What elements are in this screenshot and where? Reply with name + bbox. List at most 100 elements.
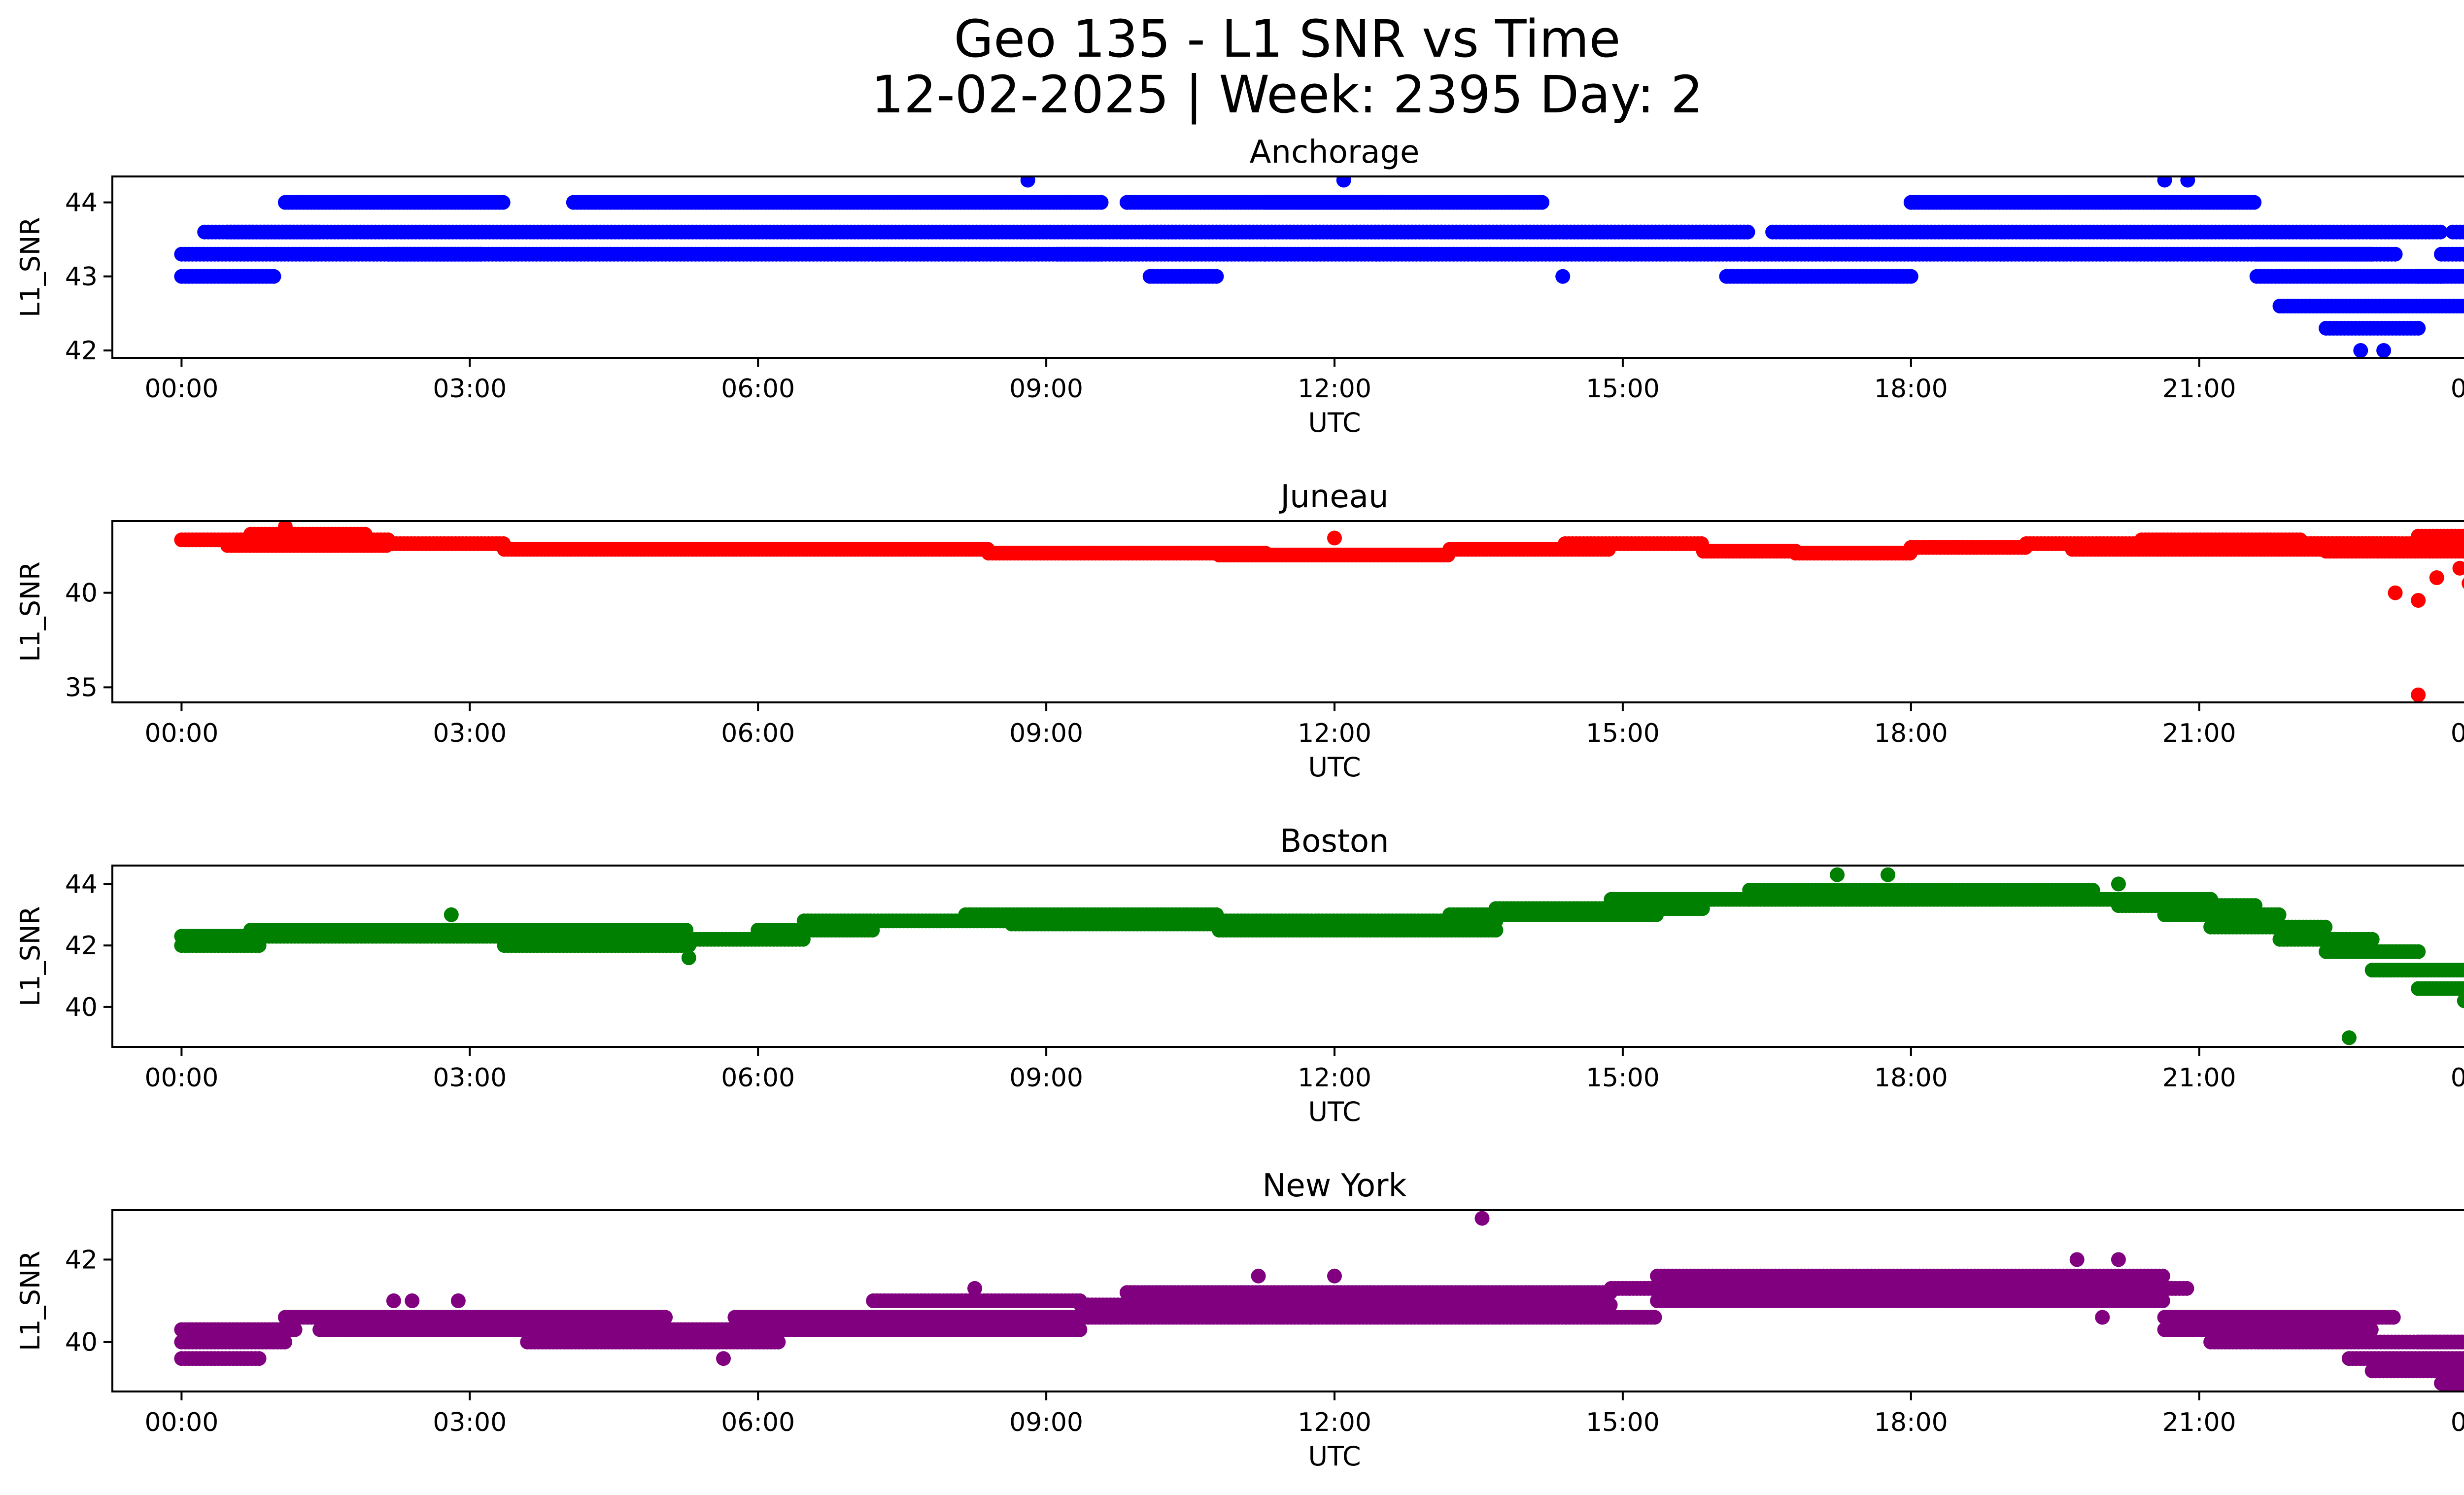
data-point [2459,981,2464,996]
x-tick-label: 03:00 [433,374,507,404]
data-point [1535,195,1550,210]
data-point [266,269,281,284]
figure-title-line1: Geo 135 - L1 SNR vs Time [954,9,1620,69]
data-point [2388,585,2403,600]
x-tick-label: 00:00 [144,374,218,404]
data-point [2457,963,2464,978]
data-point [2429,570,2444,585]
data-point [1336,176,1351,188]
data-point [2463,272,2464,281]
data-point [1555,269,1571,284]
x-axis-label: UTC [1308,752,1361,783]
data-point [2271,907,2287,922]
x-tick-label: 09:00 [1009,374,1083,404]
data-point [771,1334,786,1350]
data-point [1209,269,1224,284]
y-tick-label: 35 [65,673,98,702]
data-point [2452,560,2464,576]
data-point [2433,224,2448,240]
x-tick-label: 18:00 [1874,374,1948,404]
x-tick-label: 21:00 [2162,719,2236,748]
data-point [2460,225,2464,239]
panel-title: New York [1262,1168,1406,1204]
data-point [1327,530,1342,546]
x-tick-label: 18:00 [1874,719,1948,748]
data-point [287,1322,303,1337]
data-point [2341,1030,2357,1045]
data-point [2353,343,2368,358]
y-axis-label: L1_SNR [15,906,46,1007]
y-tick-label: 42 [65,336,98,366]
data-point [2364,932,2380,947]
x-tick-label: 21:00 [2162,1063,2236,1093]
data-point [1020,176,1035,188]
data-point [2157,176,2172,188]
panel-juneau: Juneau 00:00 03:00 06:00 09:00 12:00 15:00 18:0… [15,479,2464,783]
data-point [251,1351,267,1366]
x-tick-label: 15:00 [1586,374,1660,404]
data-point [2463,531,2464,541]
data-point [1094,195,1109,210]
data-point [2461,994,2464,1007]
panels: Anchorage 00:00 03:00 06:00 09:00 12:00 15:00 1… [15,134,2464,1472]
data-point [2388,246,2403,262]
y-axis-label: L1_SNR [15,217,46,317]
y-tick-label: 44 [65,869,98,899]
data-point [2180,176,2195,188]
data-point [2459,529,2464,543]
data-point [658,1310,673,1325]
x-tick-label: 06:00 [721,719,795,748]
y-tick-label: 40 [65,579,98,608]
y-tick-label: 44 [65,188,98,218]
data-point [277,521,293,534]
x-tick-label: 00:00 [2451,719,2464,748]
data-points [174,867,2464,1045]
x-tick-label: 03:00 [433,719,507,748]
x-tick-label: 00:00 [2451,1063,2464,1093]
data-point [2411,320,2426,336]
x-tick-label: 21:00 [2162,374,2236,404]
data-point [2111,876,2126,892]
data-point [2363,246,2379,262]
x-axis-label: UTC [1308,407,1361,438]
x-tick-label: 15:00 [1586,719,1660,748]
x-tick-label: 12:00 [1298,374,1371,404]
data-point [2462,578,2464,589]
x-tick-label: 18:00 [1874,1063,1948,1093]
data-point [357,526,373,542]
x-tick-label: 06:00 [721,1063,795,1093]
data-point [2318,919,2333,935]
x-tick-label: 00:00 [144,1063,218,1093]
data-point [2247,195,2262,210]
data-point [495,195,511,210]
x-tick-label: 06:00 [721,374,795,404]
panel-title: Boston [1280,823,1389,860]
x-axis-label: UTC [1308,1096,1361,1127]
panel-anchorage: Anchorage 00:00 03:00 06:00 09:00 12:00 15:00 1… [15,134,2464,438]
data-point [2376,343,2392,358]
data-points [174,521,2464,702]
x-tick-label: 12:00 [1298,719,1371,748]
data-point [2455,544,2464,559]
x-tick-label: 09:00 [1009,1063,1083,1093]
x-tick-label: 00:00 [144,719,218,748]
y-axis-label: L1_SNR [15,561,46,662]
data-point [1740,224,1755,240]
y-tick-label: 40 [65,993,98,1022]
data-point [277,1334,292,1350]
data-point [2463,984,2464,993]
data-points [174,176,2464,358]
y-tick-label: 43 [65,262,98,292]
data-point [1903,269,1918,284]
y-tick-label: 42 [65,931,98,961]
x-tick-label: 03:00 [433,1063,507,1093]
panel-title: Anchorage [1250,134,1420,171]
data-point [2411,687,2426,702]
data-point [2411,944,2426,959]
x-tick-label: 09:00 [1009,719,1083,748]
x-tick-label: 12:00 [1298,1063,1371,1093]
panel-title: Juneau [1278,479,1388,515]
data-point [2459,269,2464,284]
